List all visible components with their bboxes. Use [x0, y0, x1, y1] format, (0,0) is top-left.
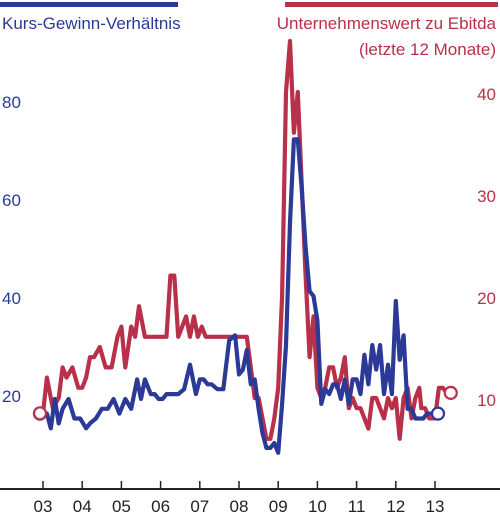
- x-tick-label: 09: [269, 497, 288, 514]
- left-tick-label: 20: [2, 387, 21, 406]
- x-tick-label: 07: [190, 497, 209, 514]
- left-axis-title: Kurs-Gewinn-Verhältnis: [2, 14, 181, 33]
- right-title-bar: [285, 2, 498, 7]
- right-axis-title-line2: (letzte 12 Monate): [359, 40, 496, 59]
- right-tick-label: 30: [477, 187, 496, 206]
- x-tick-label: 06: [151, 497, 170, 514]
- left-tick-label: 60: [2, 191, 21, 210]
- x-tick-label: 12: [386, 497, 405, 514]
- x-tick-label: 08: [230, 497, 249, 514]
- plot-area: [32, 38, 458, 455]
- right-tick-label: 20: [477, 289, 496, 308]
- x-tick-label: 03: [34, 497, 53, 514]
- kgv-end-marker: [430, 406, 446, 421]
- x-tick-label: 13: [426, 497, 445, 514]
- right-axis-ticks: 10 20 30 40: [477, 85, 496, 410]
- ev-ebitda-end-marker: [443, 385, 458, 400]
- right-tick-label: 40: [477, 85, 496, 104]
- x-tick-label: 05: [112, 497, 131, 514]
- ev-ebitda-series-line: [40, 38, 449, 441]
- ev-ebitda-start-marker: [32, 406, 48, 421]
- x-tick-label: 04: [73, 497, 92, 514]
- x-axis-ticks: 03 04 05 06 07 08 09 10 11 12 13: [34, 481, 445, 514]
- x-tick-label: 10: [308, 497, 327, 514]
- left-tick-label: 80: [2, 93, 21, 112]
- left-axis-ticks: 20 40 60 80: [2, 93, 21, 406]
- left-title-bar: [0, 2, 178, 7]
- left-tick-label: 40: [2, 289, 21, 308]
- x-tick-label: 11: [348, 497, 366, 514]
- right-axis-title-line1: Unternehmenswert zu Ebitda: [277, 14, 497, 33]
- right-tick-label: 10: [477, 391, 496, 410]
- kgv-series-line: [40, 137, 438, 455]
